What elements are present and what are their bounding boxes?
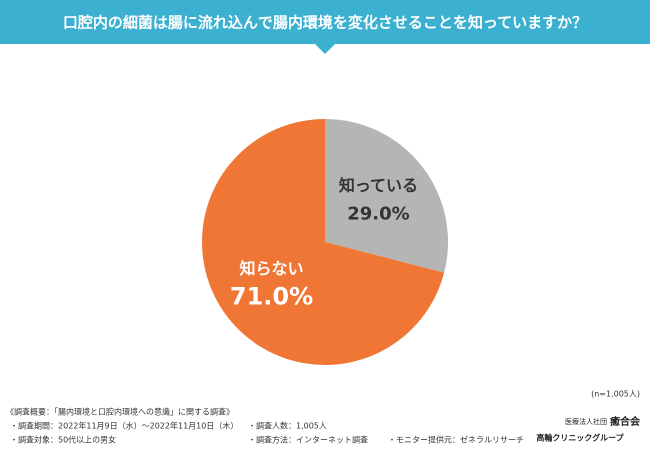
- title-banner: [0, 0, 650, 44]
- survey-item: ・モニター提供元：ゼネラルリサーチ: [388, 435, 524, 445]
- logo-name: 癒合会: [610, 415, 640, 428]
- logo-group: 高輪クリニックグループ: [536, 433, 624, 443]
- banner-notch: [315, 44, 335, 54]
- logo-org: 医療法人社団: [565, 417, 607, 426]
- survey-item: ・調査対象：50代以上の男女: [10, 435, 116, 445]
- slice-value-label: 71.0%: [230, 282, 313, 310]
- pie-slice: [325, 119, 449, 273]
- chart-title: 口腔内の細菌は腸に流れ込んで腸内環境を変化させることを知っていますか？: [63, 14, 587, 32]
- survey-heading: 《調査概要：「腸内環境と口腔内環境への意識」に関する調査》: [6, 407, 234, 417]
- slice-category-label: 知っている: [339, 176, 418, 195]
- survey-item: ・調査期間：2022年11月9日（水）～2022年11月10日（木）: [10, 421, 238, 431]
- slice-category-label: 知らない: [240, 259, 304, 278]
- pie: 知っている 29.0% 知らない 71.0%: [201, 119, 449, 365]
- pie-slice: [201, 119, 445, 365]
- sample-size: (n=1,005人): [591, 390, 640, 399]
- survey-item: ・調査人数：1,005人: [248, 421, 327, 431]
- survey-item: ・調査方法：インターネット調査: [248, 435, 368, 445]
- slice-value-label: 29.0%: [347, 204, 409, 225]
